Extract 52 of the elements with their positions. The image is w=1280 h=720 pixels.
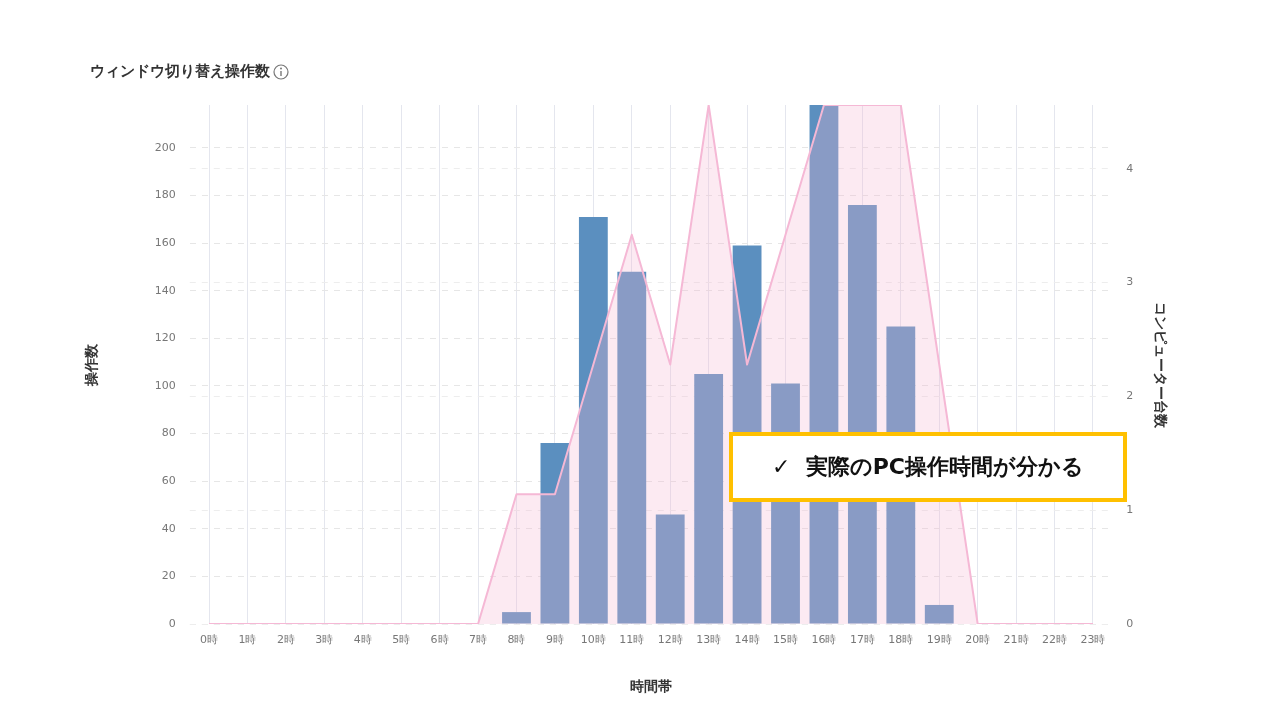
- y-tick-label: 120: [154, 331, 176, 345]
- y-axis-title: 操作数: [83, 342, 100, 387]
- bar: [540, 443, 570, 624]
- x-tick-label: 13時: [696, 633, 722, 647]
- y-tick-label: 140: [154, 283, 176, 297]
- bar: [694, 374, 724, 624]
- callout-box: ✓ 実際のPC操作時間が分かる: [729, 432, 1127, 502]
- x-tick-label: 19時: [926, 633, 952, 647]
- y-tick-label: 40: [161, 521, 176, 535]
- y2-axis-title: コンピューター台数: [1152, 301, 1169, 429]
- x-tick-label: 14時: [734, 633, 760, 647]
- y2-tick-label: 1: [1126, 503, 1134, 517]
- x-tick-label: 21時: [1003, 633, 1029, 647]
- x-tick-label: 16時: [811, 633, 837, 647]
- x-tick-label: 2時: [276, 633, 295, 647]
- y-tick-label: 200: [154, 140, 176, 154]
- y-tick-label: 160: [154, 235, 176, 249]
- x-tick-label: 9時: [545, 633, 564, 647]
- y2-tick-label: 0: [1126, 616, 1134, 630]
- y2-tick-label: 2: [1126, 389, 1134, 403]
- x-tick-label: 6時: [430, 633, 449, 647]
- x-tick-label: 20時: [965, 633, 991, 647]
- x-tick-label: 22時: [1042, 633, 1068, 647]
- x-tick-label: 23時: [1080, 633, 1106, 647]
- y-tick-label: 20: [161, 569, 176, 583]
- x-tick-label: 5時: [392, 633, 411, 647]
- x-tick-label: 0時: [200, 633, 219, 647]
- x-tick-label: 7時: [469, 633, 488, 647]
- x-tick-label: 15時: [773, 633, 799, 647]
- x-tick-label: 18時: [888, 633, 914, 647]
- x-axis-title: 時間帯: [630, 678, 672, 695]
- y2-tick-label: 4: [1126, 161, 1134, 175]
- bar: [578, 216, 608, 624]
- bar: [617, 271, 647, 624]
- x-tick-label: 11時: [619, 633, 645, 647]
- bar: [924, 604, 954, 624]
- x-tick-label: 12時: [657, 633, 683, 647]
- x-tick-label: 3時: [315, 633, 334, 647]
- x-tick-label: 17時: [849, 633, 875, 647]
- x-tick-label: 10時: [580, 633, 606, 647]
- x-tick-label: 1時: [238, 633, 257, 647]
- y-tick-label: 0: [168, 616, 176, 630]
- x-tick-label: 4時: [353, 633, 372, 647]
- y-tick-label: 180: [154, 188, 176, 202]
- y-tick-label: 100: [154, 378, 176, 392]
- x-tick-label: 8時: [507, 633, 526, 647]
- y2-tick-label: 3: [1126, 275, 1134, 289]
- y-tick-label: 80: [161, 426, 176, 440]
- bar: [655, 514, 685, 624]
- bar: [502, 612, 531, 624]
- y-tick-label: 60: [161, 474, 176, 488]
- chart-title: ウィンドウ切り替え操作数: [90, 62, 270, 81]
